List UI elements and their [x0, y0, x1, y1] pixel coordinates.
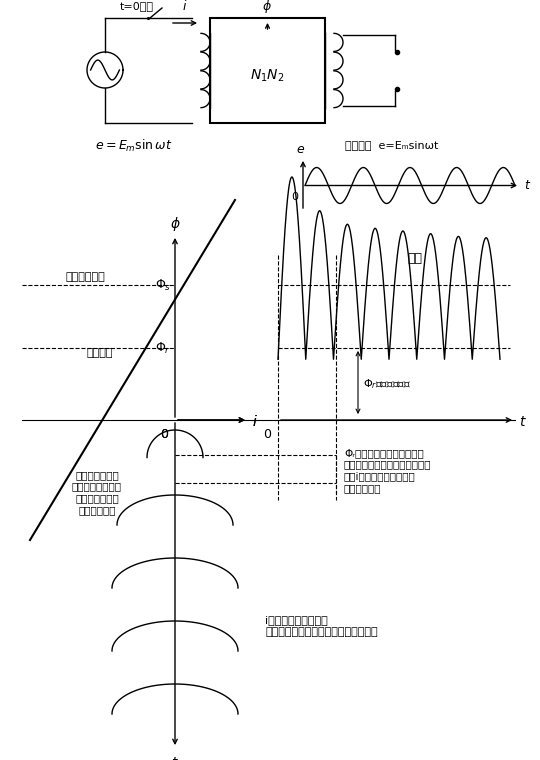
Text: 0: 0 — [160, 428, 168, 441]
Text: $\phi$: $\phi$ — [261, 0, 272, 15]
Text: 飽和ポイント: 飽和ポイント — [65, 272, 105, 282]
Text: 0: 0 — [160, 428, 168, 441]
Text: i（励磁突入電流）は
鉄心が飽和しているときに発生する。: i（励磁突入電流）は 鉄心が飽和しているときに発生する。 — [265, 615, 377, 637]
Text: 残留磁束: 残留磁束 — [87, 348, 113, 358]
Text: 0: 0 — [263, 428, 271, 441]
Text: 鉄心の飽和特性
（ここでは分かり
やすくするため
直線で近似）: 鉄心の飽和特性 （ここでは分かり やすくするため 直線で近似） — [72, 470, 122, 515]
Text: 磁束: 磁束 — [408, 252, 422, 264]
Text: $i$: $i$ — [252, 414, 258, 429]
Text: $\Phi_r$（残留磁束）: $\Phi_r$（残留磁束） — [363, 377, 411, 391]
Text: $N_1N_2$: $N_1N_2$ — [250, 68, 285, 84]
Text: $\phi$: $\phi$ — [170, 215, 180, 233]
Text: $t$: $t$ — [519, 415, 527, 429]
Text: $e=E_m\sin\omega t$: $e=E_m\sin\omega t$ — [95, 138, 172, 154]
Text: $t$: $t$ — [524, 179, 531, 192]
Text: $\Phi_r$: $\Phi_r$ — [155, 340, 171, 356]
Text: 電源電圧  e=Eₘsinωt: 電源電圧 e=Eₘsinωt — [345, 140, 438, 150]
Text: $e$: $e$ — [296, 143, 306, 156]
Text: Φᵣ（残留磁束）が大きいほ
ど、鉄心飽和時間が長くなり、
そのi（励磁突入電流）が
大きくなる。: Φᵣ（残留磁束）が大きいほ ど、鉄心飽和時間が長くなり、 そのi（励磁突入電流）… — [344, 448, 431, 492]
Text: 0: 0 — [291, 192, 298, 202]
Text: t=0で閉: t=0で閉 — [120, 1, 154, 11]
Text: $i$: $i$ — [183, 0, 188, 13]
Bar — [210, 18, 325, 123]
Text: $i$: $i$ — [252, 414, 258, 429]
Text: $t$: $t$ — [171, 756, 179, 760]
Text: $\Phi_s$: $\Phi_s$ — [154, 277, 171, 293]
